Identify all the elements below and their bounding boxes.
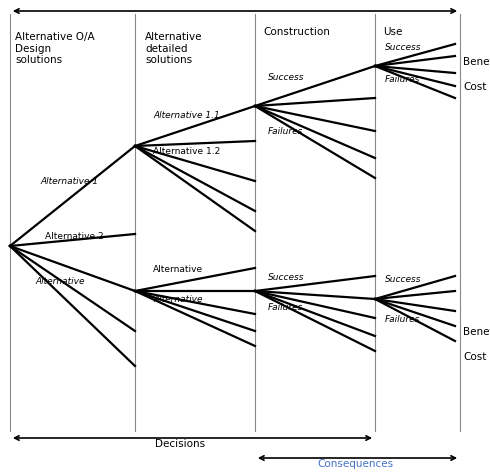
Text: Consequences: Consequences xyxy=(317,458,393,468)
Text: Use: Use xyxy=(383,27,402,37)
Text: Alternative: Alternative xyxy=(153,294,202,303)
Text: Alternative: Alternative xyxy=(35,277,84,286)
Text: Alternative 1.1: Alternative 1.1 xyxy=(153,110,220,119)
Text: Failures: Failures xyxy=(268,127,303,136)
Text: Failures: Failures xyxy=(385,314,420,323)
Text: Decisions: Decisions xyxy=(155,438,205,448)
Text: Alternative 2: Alternative 2 xyxy=(45,232,103,241)
Text: Benefit: Benefit xyxy=(463,57,490,67)
Text: Cost: Cost xyxy=(463,82,487,92)
Text: Alternative 1.2: Alternative 1.2 xyxy=(153,146,220,155)
Text: Success: Success xyxy=(385,42,421,51)
Text: Alternative O/A
Design
solutions: Alternative O/A Design solutions xyxy=(15,32,95,65)
Text: Benefit: Benefit xyxy=(463,327,490,336)
Text: Construction: Construction xyxy=(263,27,330,37)
Text: Success: Success xyxy=(385,275,421,284)
Text: Failures: Failures xyxy=(385,75,420,84)
Text: Alternative
detailed
solutions: Alternative detailed solutions xyxy=(145,32,202,65)
Text: Success: Success xyxy=(268,72,304,81)
Text: Alternative 1: Alternative 1 xyxy=(40,177,98,186)
Text: Success: Success xyxy=(268,272,304,281)
Text: Cost: Cost xyxy=(463,351,487,361)
Text: Failures: Failures xyxy=(268,302,303,311)
Text: Alternative: Alternative xyxy=(153,264,203,273)
